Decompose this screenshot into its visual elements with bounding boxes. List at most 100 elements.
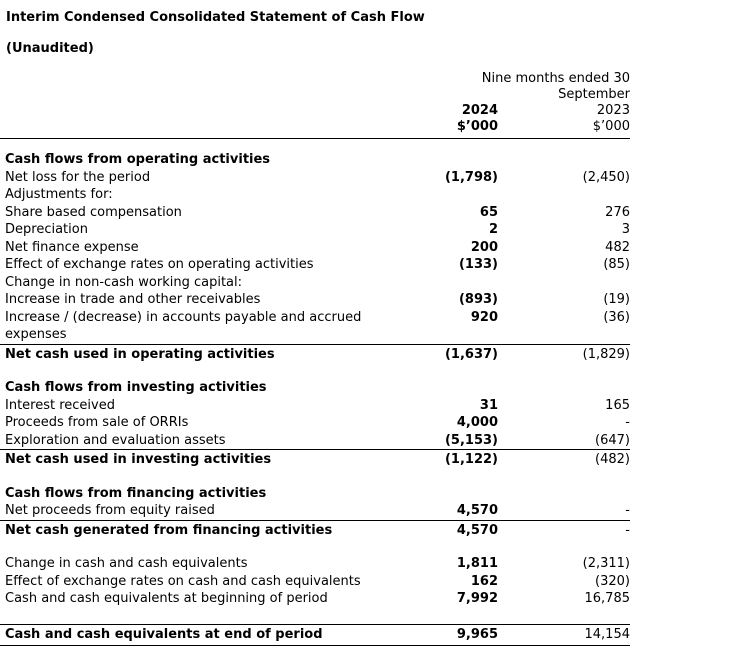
value-2023: (2,450): [582, 169, 630, 185]
value-2024: 9,965: [456, 626, 498, 642]
value-2024: 4,570: [456, 522, 498, 538]
row-label: Net finance expense: [5, 239, 139, 255]
row-label: Increase in trade and other receivables: [5, 292, 261, 307]
value-2023: 165: [605, 397, 630, 413]
document-subtitle: (Unaudited): [6, 41, 94, 56]
table-row: Change in non-cash working capital:: [0, 274, 630, 292]
total-row: Cash and cash equivalents at end of peri…: [0, 623, 631, 646]
period-header-line2: September: [558, 87, 630, 102]
row-label: Cash and cash equivalents at end of peri…: [5, 626, 323, 642]
table-row: Exploration and evaluation assets (5,153)…: [0, 432, 630, 450]
value-2024: [390, 186, 498, 204]
value-2023: -: [625, 503, 630, 518]
row-label: Change in non-cash working capital:: [5, 274, 242, 290]
value-2024: [390, 379, 498, 397]
row-label: Cash and cash equivalents at beginning o…: [5, 591, 328, 606]
total-row: Net cash used in investing activities (1,…: [0, 449, 630, 469]
row-label: Change in cash and cash equivalents: [5, 556, 248, 571]
value-2024: 7,992: [456, 591, 498, 606]
value-2024: [390, 151, 498, 169]
section-header-row: Cash flows from financing activities: [0, 485, 630, 503]
value-2024: (1,637): [444, 346, 498, 362]
column-year-2024: 2024: [461, 103, 498, 118]
row-label: Depreciation: [5, 222, 88, 237]
row-label: Net cash used in investing activities: [5, 452, 272, 467]
value-2023: (482): [595, 452, 630, 467]
value-2023: (36): [603, 309, 630, 325]
value-2023: 14,154: [584, 626, 631, 642]
period-header: Nine months ended 30 September: [0, 71, 630, 103]
table-row: Net finance expense 200 482: [0, 239, 630, 257]
value-2023: (1,829): [582, 346, 630, 362]
row-label: Adjustments for:: [5, 187, 113, 202]
value-2024: (1,798): [444, 169, 498, 185]
value-2023: [498, 151, 630, 169]
spacer-row: [0, 608, 630, 624]
value-2024: 920: [470, 309, 498, 325]
spacer-row: [0, 469, 630, 485]
value-2024: 4,570: [456, 503, 498, 518]
value-2023: -: [625, 522, 630, 538]
value-2024: (893): [458, 292, 498, 307]
row-label: Cash flows from investing activities: [5, 380, 267, 395]
row-label: Cash flows from financing activities: [5, 485, 267, 501]
table-row: Depreciation 2 3: [0, 221, 630, 239]
table-row: Share based compensation 65 276: [0, 204, 630, 222]
table-row: Interest received 31 165: [0, 397, 630, 415]
value-2024: 200: [470, 239, 498, 255]
empty-header-cell: [0, 103, 390, 119]
value-2024: [390, 274, 498, 292]
value-2023: (19): [603, 292, 630, 307]
section-header-row: Cash flows from operating activities: [0, 151, 630, 169]
table-row: Effect of exchange rates on operating ac…: [0, 256, 630, 274]
cash-flow-table: Nine months ended 30 September 2024 2023…: [0, 71, 630, 646]
value-2023: 482: [605, 239, 630, 255]
table-row: Net loss for the period (1,798) (2,450): [0, 169, 630, 187]
table-row: Cash and cash equivalents at beginning o…: [0, 590, 630, 608]
value-2023: [498, 485, 630, 503]
value-2023: [498, 274, 630, 292]
value-2024: (133): [458, 257, 498, 272]
row-label: Net cash generated from financing activi…: [5, 522, 333, 538]
row-label: Interest received: [5, 397, 115, 413]
table-row: Change in cash and cash equivalents 1,811…: [0, 555, 630, 573]
value-2023: 276: [605, 204, 630, 220]
table-body: Cash flows from operating activities Net …: [0, 139, 630, 646]
column-year-header-row: 2024 2023: [0, 103, 630, 119]
document-title: Interim Condensed Consolidated Statement…: [6, 10, 425, 25]
column-unit-2024: $’000: [456, 119, 498, 134]
value-2023: -: [625, 415, 630, 430]
value-2023: (85): [603, 257, 630, 272]
section-header-row: Cash flows from investing activities: [0, 379, 630, 397]
column-year-2023: 2023: [596, 103, 630, 118]
period-header-line1: Nine months ended 30: [481, 71, 630, 86]
row-label: Net loss for the period: [5, 169, 151, 185]
value-2024: 162: [470, 573, 498, 589]
value-2023: 16,785: [584, 591, 631, 606]
value-2024: 2: [488, 222, 498, 237]
value-2024: 4,000: [456, 415, 498, 430]
row-label: Effect of exchange rates on operating ac…: [5, 257, 314, 272]
table-row: Net proceeds from equity raised 4,570 -: [0, 502, 630, 520]
column-unit-2023: $’000: [592, 119, 630, 134]
row-label: Net cash used in operating activities: [5, 346, 275, 362]
value-2023: (2,311): [582, 556, 630, 571]
table-row: Increase in trade and other receivables (…: [0, 291, 630, 309]
value-2024: (5,153): [444, 432, 498, 448]
total-row: Net cash generated from financing activi…: [0, 519, 630, 540]
row-label: Share based compensation: [5, 204, 182, 220]
table-row: Adjustments for:: [0, 186, 630, 204]
table-row: Effect of exchange rates on cash and cas…: [0, 573, 630, 591]
empty-header-cell: [0, 119, 390, 135]
spacer-row: [0, 363, 630, 379]
value-2024: (1,122): [444, 452, 498, 467]
value-2024: [390, 485, 498, 503]
row-label: Proceeds from sale of ORRIs: [5, 415, 189, 430]
spacer-row: [0, 539, 630, 555]
row-label: Net proceeds from equity raised: [5, 503, 215, 518]
value-2023: (647): [595, 432, 630, 448]
value-2023: 3: [621, 222, 630, 237]
value-2024: 31: [479, 397, 498, 413]
value-2023: [498, 186, 630, 204]
